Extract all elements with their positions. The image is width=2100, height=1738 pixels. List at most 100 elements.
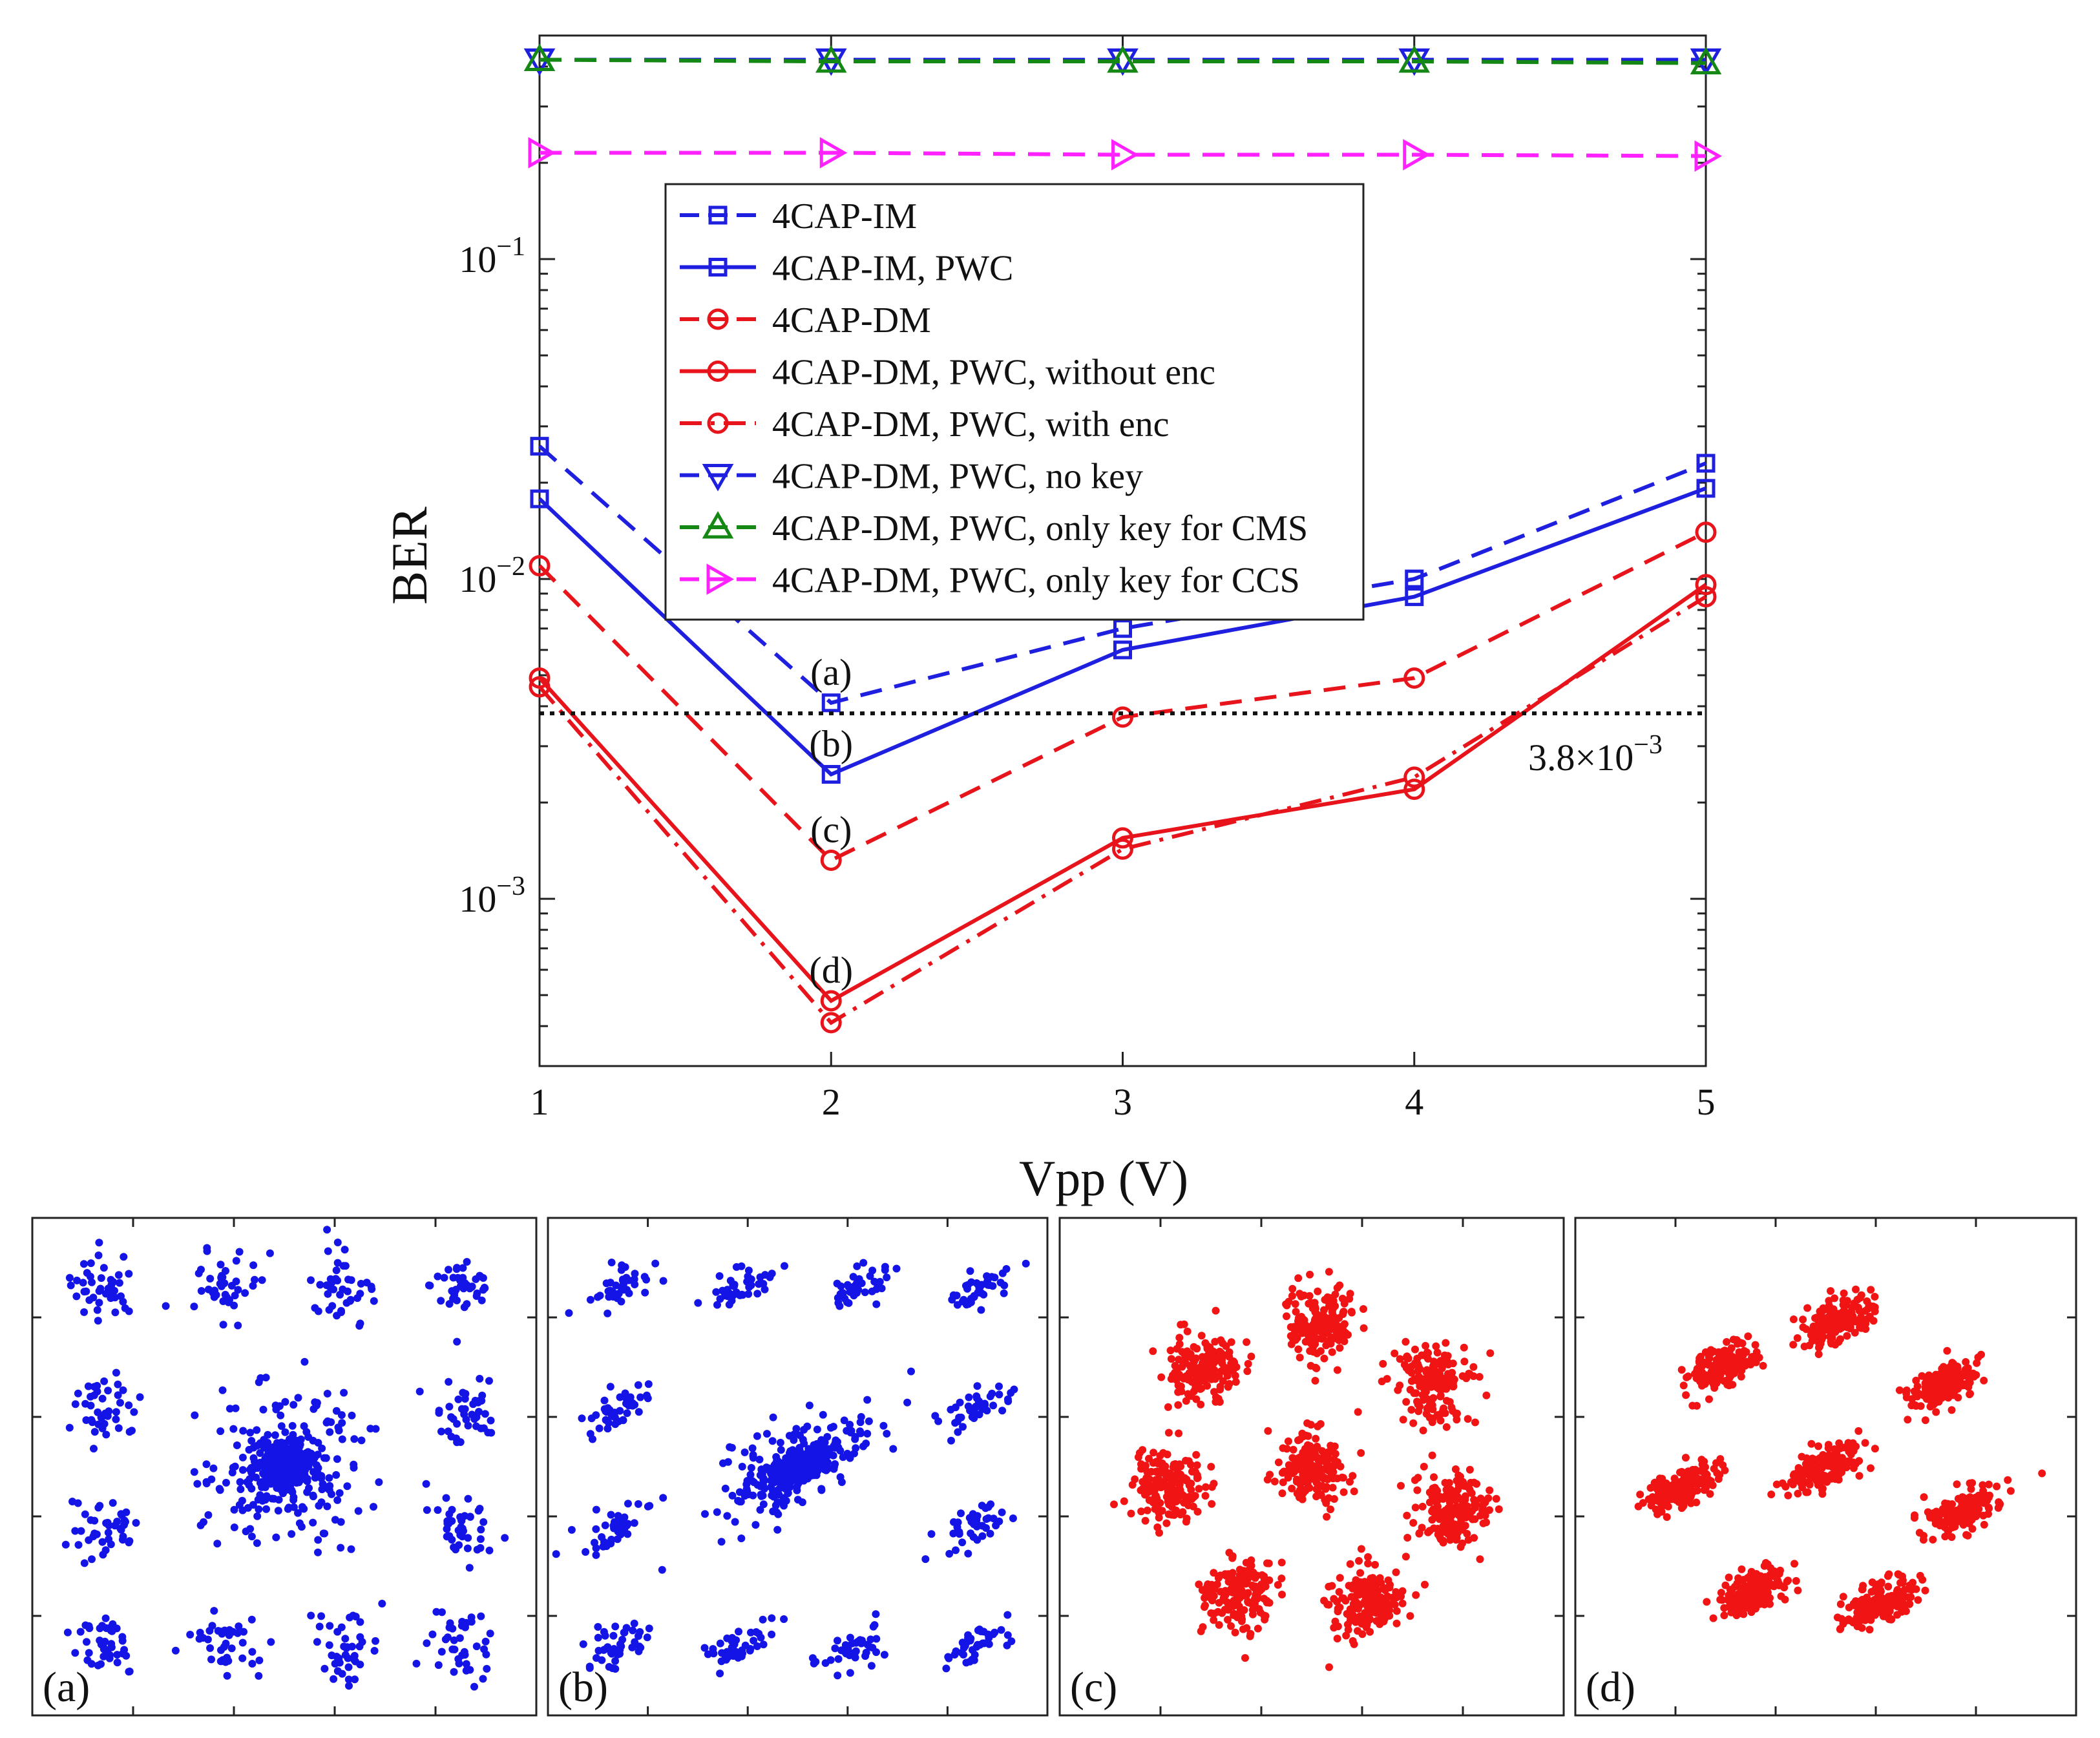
constellation-point <box>1278 1469 1286 1477</box>
marker-square <box>1405 569 1424 589</box>
constellation-point <box>907 1367 915 1376</box>
constellation-point <box>485 1377 493 1385</box>
constellation-point <box>271 1431 279 1440</box>
constellation-point <box>853 1262 861 1270</box>
constellation-point <box>1948 1406 1956 1414</box>
constellation-point <box>1296 1354 1304 1362</box>
constellation-point <box>596 1292 604 1300</box>
constellation-point <box>305 1484 313 1492</box>
constellation-point <box>1376 1574 1384 1582</box>
constellation-point <box>795 1447 804 1455</box>
constellation-point <box>453 1264 461 1272</box>
constellation-point <box>643 1633 651 1642</box>
constellation-point <box>1312 1492 1321 1501</box>
constellation-point <box>620 1277 629 1285</box>
marker-triangle-right <box>528 137 556 169</box>
constellation-point <box>285 1503 293 1512</box>
constellation-point <box>1406 1385 1414 1394</box>
constellation-point <box>1904 1416 1912 1424</box>
constellation-point <box>1283 1312 1290 1321</box>
constellation-point <box>953 1301 961 1309</box>
constellation-point <box>848 1639 856 1648</box>
constellation-point <box>195 1635 204 1643</box>
constellation-point <box>1193 1461 1201 1469</box>
constellation-point <box>1844 1439 1853 1447</box>
constellation-point <box>837 1478 846 1486</box>
constellation-point <box>1814 1339 1823 1347</box>
constellation-point <box>640 1273 649 1281</box>
constellation-point <box>300 1505 308 1513</box>
constellation-point <box>1700 1458 1708 1466</box>
constellation-point <box>1449 1382 1458 1390</box>
constellation-point <box>1684 1372 1692 1381</box>
constellation-point <box>358 1638 366 1646</box>
constellation-point <box>1807 1440 1816 1448</box>
constellation-point <box>957 1509 965 1518</box>
constellation-point <box>1246 1629 1255 1638</box>
constellation-point <box>1197 1332 1206 1340</box>
constellation-point <box>333 1239 342 1246</box>
constellation-point <box>1902 1386 1911 1394</box>
constellation-point <box>130 1408 138 1416</box>
constellation-point <box>1402 1553 1410 1561</box>
constellation-point <box>461 1390 470 1398</box>
constellation-point <box>749 1452 757 1460</box>
constellation-point <box>1848 1304 1856 1312</box>
constellation-point <box>109 1499 117 1507</box>
constellation-point <box>1709 1614 1717 1622</box>
constellation-point <box>1338 1594 1347 1602</box>
constellation-point <box>1330 1624 1338 1632</box>
constellation-point <box>1300 1316 1308 1324</box>
constellation-point <box>1324 1337 1332 1345</box>
constellation-point <box>270 1452 278 1460</box>
constellation-point <box>218 1273 227 1281</box>
constellation-point <box>1743 1357 1751 1366</box>
constellation-point <box>1303 1327 1311 1335</box>
constellation-point <box>1833 1460 1842 1468</box>
constellation-point <box>422 1480 430 1488</box>
constellation-point <box>1156 1499 1164 1507</box>
constellation-point <box>609 1522 618 1530</box>
constellation-point <box>728 1443 736 1452</box>
constellation-point <box>335 1489 344 1497</box>
constellation-point <box>1199 1377 1208 1385</box>
constellation-point <box>601 1631 609 1640</box>
constellation-point <box>1150 1449 1158 1457</box>
constellation-point <box>1216 1587 1224 1596</box>
marker-square <box>821 693 841 713</box>
constellation-point <box>425 1281 433 1290</box>
constellation-point <box>1461 1496 1469 1503</box>
constellation-point <box>1922 1376 1931 1385</box>
constellation-point <box>1403 1534 1412 1542</box>
constellation-point <box>197 1287 205 1295</box>
legend-entry: 4CAP-DM, PWC, with enc <box>680 404 1169 445</box>
constellation-point <box>1843 1457 1852 1465</box>
constellation-point <box>1714 1374 1722 1382</box>
constellation-point <box>261 1483 269 1491</box>
constellation-point <box>728 1491 737 1500</box>
constellation-point <box>1851 1460 1860 1468</box>
constellation-point <box>1456 1543 1465 1551</box>
constellation-point <box>255 1378 263 1387</box>
constellation-point <box>349 1611 357 1620</box>
constellation-point <box>87 1416 96 1424</box>
constellation-point <box>205 1627 214 1635</box>
constellation-point <box>1350 1596 1359 1604</box>
constellation-point <box>1224 1383 1232 1391</box>
constellation-point <box>869 1622 877 1631</box>
constellation-point <box>964 1549 972 1558</box>
constellation-point <box>616 1646 624 1654</box>
constellation-point <box>600 1646 609 1654</box>
constellation-point <box>847 1427 856 1435</box>
constellation-point <box>1685 1485 1693 1493</box>
constellation-point <box>1895 1386 1904 1394</box>
constellation-point <box>1423 1348 1431 1357</box>
constellation-point <box>709 1649 718 1658</box>
constellation-point <box>794 1496 802 1504</box>
constellation-point <box>76 1628 85 1636</box>
constellation-point <box>1204 1580 1212 1588</box>
constellation-point <box>343 1482 352 1491</box>
constellation-point <box>1428 1418 1436 1427</box>
constellation-point <box>1284 1437 1292 1445</box>
series-4cap-dm-pwc-without-enc <box>529 574 1717 1012</box>
